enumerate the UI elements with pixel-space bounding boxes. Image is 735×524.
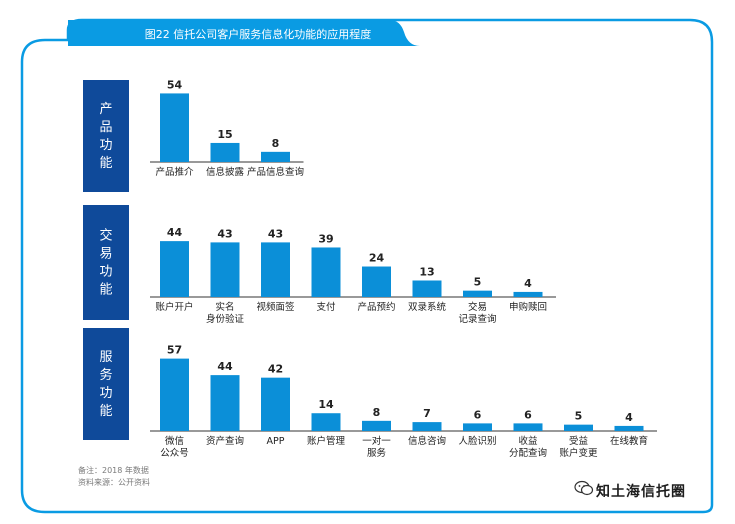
watermark-text: 知土海信托圈 <box>596 484 686 500</box>
data-label: 8 <box>272 137 280 150</box>
bar <box>362 266 391 297</box>
category-label: 公众号 <box>160 448 189 459</box>
group-label-char: 能 <box>99 156 112 171</box>
data-label: 54 <box>167 78 183 91</box>
group-label-char: 能 <box>99 404 112 419</box>
data-label: 4 <box>625 411 633 424</box>
data-label: 44 <box>167 226 183 239</box>
group-panel <box>83 80 129 192</box>
bar <box>614 425 644 431</box>
category-label: 在线教育 <box>610 435 648 447</box>
category-label: 产品预约 <box>357 301 395 313</box>
chart-title: 图22 信托公司客户服务信息化功能的应用程度 <box>144 28 372 41</box>
data-label: 8 <box>373 406 381 419</box>
category-label: 身份验证 <box>206 313 245 325</box>
bar <box>463 290 492 297</box>
data-label: 44 <box>217 360 233 373</box>
data-label: 24 <box>369 252 385 265</box>
category-label: APP <box>267 436 285 447</box>
category-label: 服务 <box>367 447 387 459</box>
group-panel <box>83 205 129 320</box>
category-label: 人脸识别 <box>458 435 496 447</box>
bar <box>261 151 290 162</box>
category-label: 信息披露 <box>206 166 245 178</box>
category-label: 双录系统 <box>408 301 447 313</box>
bar <box>261 242 290 297</box>
category-label: 支付 <box>316 301 336 313</box>
data-label: 42 <box>268 363 283 376</box>
bar <box>210 375 240 431</box>
title-tab <box>68 20 420 46</box>
group-label-char: 功 <box>99 265 112 280</box>
category-label: 视频面签 <box>256 301 295 313</box>
data-label: 43 <box>268 227 283 240</box>
data-label: 6 <box>474 408 482 421</box>
bar <box>412 280 442 297</box>
group-label-char: 交 <box>99 228 112 244</box>
bar <box>210 142 240 162</box>
bar <box>311 413 341 431</box>
data-label: 13 <box>419 265 434 278</box>
category-label: 账户管理 <box>307 435 346 447</box>
bar <box>311 247 341 297</box>
category-label: 微信 <box>165 435 184 447</box>
category-label: 资产查询 <box>206 435 244 447</box>
bar <box>261 377 290 431</box>
data-label: 43 <box>217 227 232 240</box>
category-label: 账户变更 <box>559 447 598 459</box>
group-label-char: 品 <box>99 120 112 135</box>
category-label: 账户开户 <box>155 301 193 313</box>
bar <box>564 424 593 431</box>
category-label: 产品信息查询 <box>247 166 304 178</box>
data-label: 4 <box>524 277 532 290</box>
data-label: 7 <box>423 407 431 420</box>
category-label: 交易 <box>468 301 487 313</box>
category-label: 产品推介 <box>155 166 194 178</box>
bar <box>412 422 442 431</box>
data-label: 15 <box>217 128 232 141</box>
data-label: 5 <box>575 410 583 423</box>
bar <box>362 420 391 431</box>
category-label: 申购赎回 <box>509 301 547 313</box>
footnote-note: 备注：2018 年数据 <box>78 466 149 475</box>
group-label-char: 能 <box>99 283 112 298</box>
footnote-source: 资料来源：公开资料 <box>78 478 150 487</box>
group-label-char: 务 <box>99 367 112 383</box>
data-label: 39 <box>318 232 333 245</box>
bar <box>160 93 189 162</box>
data-label: 57 <box>167 344 182 357</box>
bar <box>513 423 543 431</box>
data-label: 14 <box>318 398 334 411</box>
wechat-icon <box>574 480 594 496</box>
bar <box>210 242 240 297</box>
category-label: 受益 <box>569 435 589 447</box>
data-label: 6 <box>524 408 532 421</box>
bar <box>160 358 189 431</box>
category-label: 信息咨询 <box>408 435 446 447</box>
group-label-char: 易 <box>99 247 112 262</box>
group-panel <box>83 328 129 440</box>
watermark: 知土海信托圈 <box>574 478 724 502</box>
category-label: 一对一 <box>362 435 391 447</box>
group-label-char: 产 <box>99 102 112 117</box>
bar <box>463 423 492 431</box>
bar <box>513 291 543 297</box>
data-label: 5 <box>474 276 482 289</box>
group-label-char: 服 <box>99 350 112 365</box>
category-label: 分配查询 <box>509 447 547 459</box>
category-label: 实名 <box>215 301 234 313</box>
category-label: 记录查询 <box>458 313 496 325</box>
bar <box>160 241 189 297</box>
group-label-char: 功 <box>99 138 112 153</box>
category-label: 收益 <box>518 435 538 447</box>
group-label-char: 功 <box>99 386 112 401</box>
